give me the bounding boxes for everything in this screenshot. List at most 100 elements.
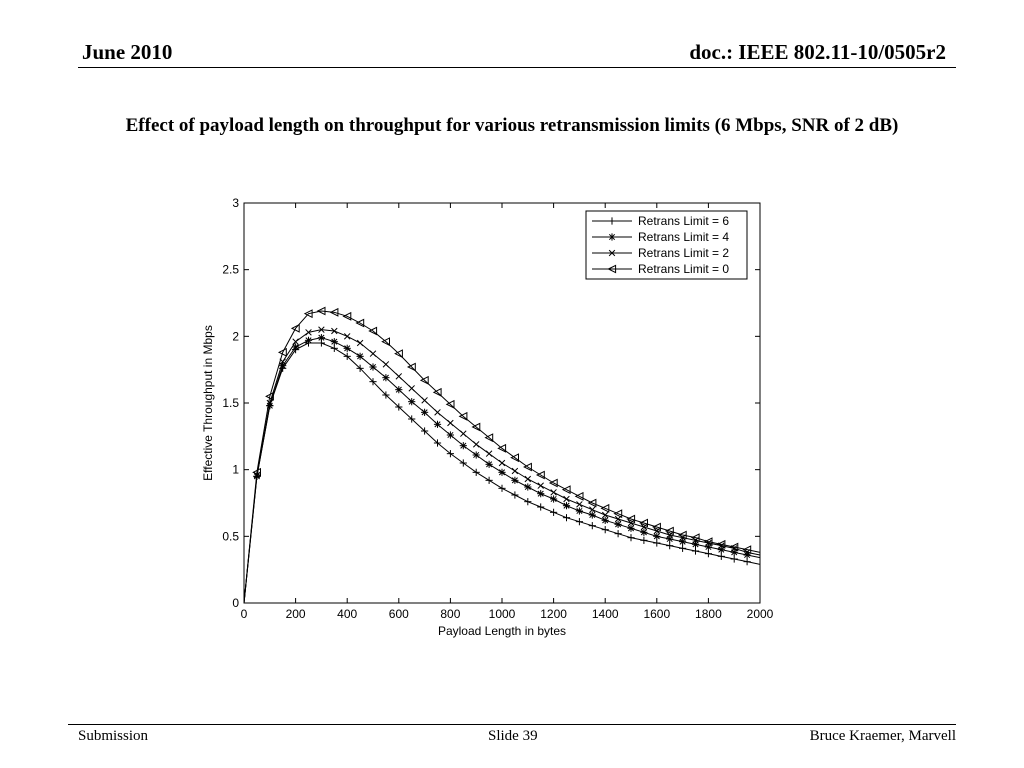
data-point — [653, 527, 661, 535]
data-point — [614, 520, 622, 528]
data-point — [601, 516, 609, 524]
data-point — [679, 538, 687, 546]
data-point — [395, 373, 403, 380]
y-tick: 0 — [232, 596, 760, 610]
y-tick: 1 — [232, 463, 760, 477]
data-point — [356, 339, 364, 347]
legend-label: Retrans Limit = 6 — [638, 214, 729, 228]
data-point — [497, 443, 507, 453]
data-point — [601, 526, 609, 534]
data-point — [666, 542, 674, 550]
data-point — [382, 374, 390, 382]
y-tick-label: 0 — [232, 596, 239, 610]
footer-slide-number: Slide 39 — [488, 728, 538, 744]
y-tick-label: 1 — [232, 463, 239, 477]
y-tick: 2.5 — [222, 263, 760, 277]
legend-label: Retrans Limit = 0 — [638, 262, 729, 276]
x-tick: 2000 — [747, 203, 774, 621]
data-point — [703, 537, 713, 547]
x-tick-label: 200 — [286, 607, 306, 621]
data-point — [498, 484, 506, 492]
data-point — [395, 386, 403, 394]
data-point — [472, 468, 480, 476]
x-tick: 1000 — [489, 203, 516, 621]
data-point — [447, 419, 454, 427]
x-axis-label: Payload Length in bytes — [438, 624, 566, 638]
data-point — [716, 539, 726, 549]
data-point — [664, 526, 674, 536]
series-line — [243, 310, 761, 604]
data-point — [524, 475, 532, 483]
data-point — [535, 470, 545, 480]
x-tick-label: 1800 — [695, 607, 722, 621]
data-point — [601, 511, 609, 519]
data-point — [742, 545, 752, 555]
data-point — [679, 544, 687, 552]
x-tick: 400 — [337, 203, 358, 621]
data-point — [743, 558, 751, 566]
data-point — [369, 363, 377, 371]
data-point — [717, 552, 725, 560]
data-point — [292, 338, 299, 345]
data-point — [691, 540, 700, 548]
data-point — [588, 511, 596, 519]
x-tick-label: 2000 — [747, 607, 774, 621]
legend-box — [585, 210, 748, 280]
data-point — [627, 534, 635, 542]
data-point — [600, 503, 610, 513]
x-tick-label: 1200 — [540, 607, 567, 621]
data-point — [729, 542, 739, 552]
legend-label: Retrans Limit = 2 — [638, 246, 729, 260]
x-tick-label: 600 — [389, 607, 409, 621]
data-point — [537, 490, 545, 498]
data-point — [343, 352, 351, 360]
data-point — [317, 334, 325, 342]
y-tick: 3 — [232, 196, 760, 210]
y-tick-label: 2 — [232, 329, 239, 343]
series-x — [243, 326, 761, 604]
y-tick: 0.5 — [222, 529, 760, 543]
data-point — [550, 508, 558, 516]
data-point — [432, 387, 442, 397]
data-point — [277, 347, 287, 357]
y-tick-label: 1.5 — [222, 396, 239, 410]
legend-item: Retrans Limit = 0 — [592, 262, 729, 276]
data-point — [472, 441, 480, 448]
data-point — [472, 451, 480, 459]
data-point — [614, 515, 622, 523]
data-point — [460, 430, 467, 437]
data-point — [666, 531, 673, 539]
x-tick-label: 400 — [337, 607, 357, 621]
data-point — [485, 450, 493, 457]
data-point — [640, 528, 648, 536]
data-point — [550, 489, 557, 496]
data-point — [446, 431, 454, 439]
data-point — [498, 468, 506, 476]
data-point — [588, 522, 596, 530]
data-point — [511, 476, 519, 484]
x-tick: 800 — [440, 203, 461, 621]
data-point — [305, 329, 312, 336]
data-point — [369, 378, 377, 386]
legend-label: Retrans Limit = 4 — [638, 230, 729, 244]
data-point — [576, 501, 583, 508]
data-point — [562, 514, 571, 522]
data-point — [343, 333, 351, 340]
data-point — [575, 518, 583, 526]
data-point — [510, 453, 519, 463]
data-point — [484, 433, 494, 443]
x-tick: 1600 — [643, 203, 670, 621]
data-point — [498, 459, 506, 467]
x-tick: 1800 — [695, 203, 722, 621]
data-point — [690, 533, 700, 543]
data-point — [369, 350, 377, 357]
data-point — [639, 518, 648, 528]
x-tick: 1400 — [592, 203, 619, 621]
data-point — [342, 311, 352, 321]
data-point — [458, 411, 468, 421]
data-point — [730, 555, 738, 563]
data-point — [614, 530, 622, 538]
y-tick-label: 0.5 — [222, 529, 239, 543]
x-tick-label: 1400 — [592, 607, 619, 621]
